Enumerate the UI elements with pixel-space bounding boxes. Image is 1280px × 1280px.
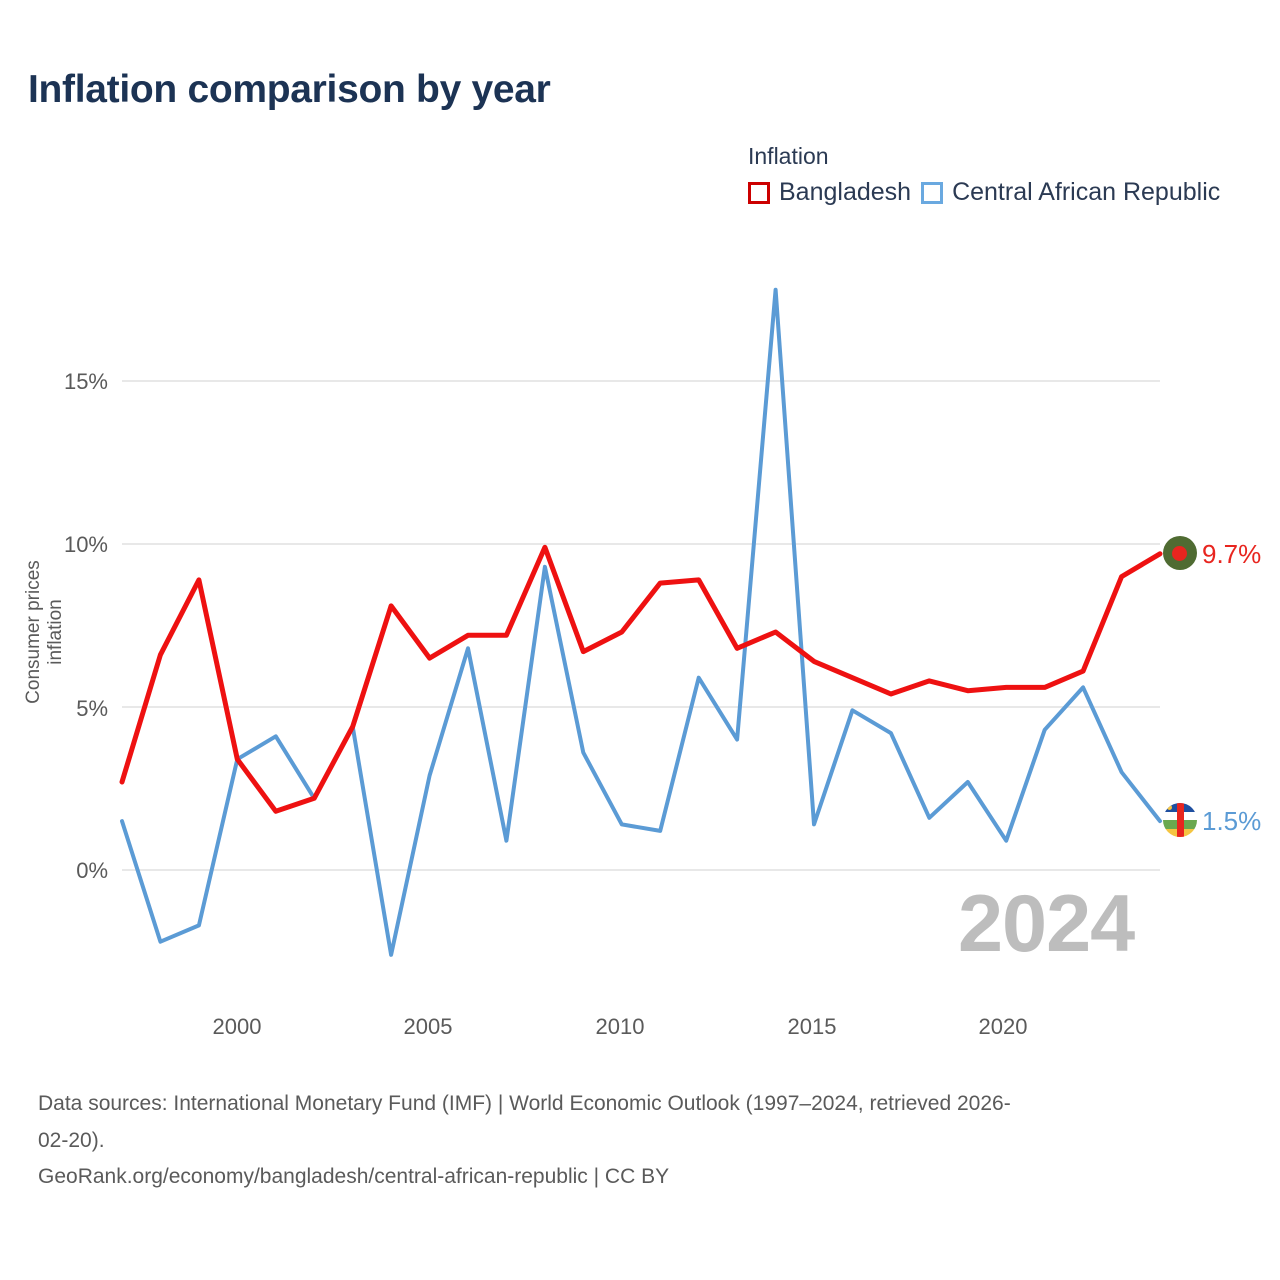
y-tick-5: 5% xyxy=(76,696,108,721)
footer-line-1: Data sources: International Monetary Fun… xyxy=(38,1092,1011,1115)
y-tick-10: 10% xyxy=(63,532,108,557)
page-title: Inflation comparison by year xyxy=(28,68,551,111)
y-tick-0: 0% xyxy=(76,858,108,883)
legend: Inflation Bangladesh Central African Rep… xyxy=(748,143,1258,207)
flag-icon-bangladesh xyxy=(1163,536,1197,570)
legend-item-central-african-republic[interactable]: Central African Republic xyxy=(921,178,1220,207)
legend-item-bangladesh[interactable]: Bangladesh xyxy=(748,178,911,207)
legend-swatch-icon-central-african-republic xyxy=(921,181,944,204)
x-tick-2020: 2020 xyxy=(978,1014,1028,1039)
flag-vertical-red-band xyxy=(1176,803,1184,837)
line-bangladesh xyxy=(119,544,1163,814)
x-tick-2010: 2010 xyxy=(595,1014,645,1039)
flag-icon-central-african-republic xyxy=(1163,803,1197,837)
x-tick-2000: 2000 xyxy=(212,1014,262,1039)
legend-label-bangladesh: Bangladesh xyxy=(779,178,912,206)
legend-swatch-icon-bangladesh xyxy=(748,181,770,204)
legend-label-central-african-republic: Central African Republic xyxy=(952,178,1221,206)
flag-star-icon xyxy=(1167,805,1172,810)
flag-dot-icon xyxy=(1171,545,1187,561)
end-label-central-african-republic: 1.5% xyxy=(1202,806,1262,836)
footer: Data sources: International Monetary Fun… xyxy=(38,1088,1253,1198)
legend-title: Inflation xyxy=(748,143,829,169)
x-tick-2005: 2005 xyxy=(403,1014,453,1039)
y-tick-15: 15% xyxy=(63,369,108,394)
footer-line-3[interactable]: GeoRank.org/economy/bangladesh/central-a… xyxy=(38,1165,670,1189)
footer-line-2: 02-20). xyxy=(38,1128,105,1152)
end-label-bangladesh: 9.7% xyxy=(1202,539,1262,569)
line-central-african-republic xyxy=(120,287,1162,957)
year-watermark: 2024 xyxy=(958,879,1135,969)
legend-items: Bangladesh Central African Republic xyxy=(748,178,1258,207)
x-tick-2015: 2015 xyxy=(787,1014,837,1039)
gridlines xyxy=(122,380,1160,871)
